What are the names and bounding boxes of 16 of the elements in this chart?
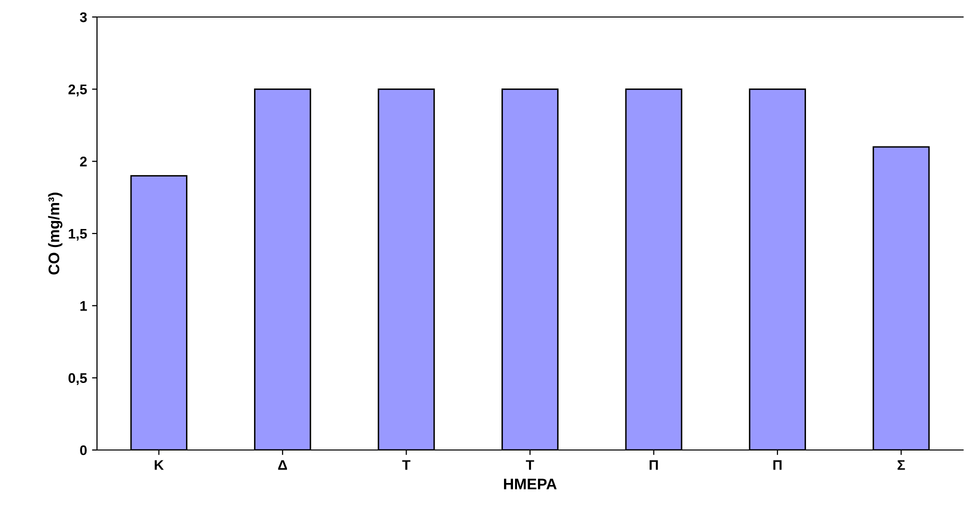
y-tick-label: 1	[80, 301, 87, 311]
y-tick-label: 2,5	[68, 84, 87, 96]
y-tick-label: 0,5	[68, 373, 87, 386]
x-tick-label: Τ	[526, 460, 534, 470]
x-axis-title: ΗΜΕΡΑ	[504, 478, 557, 490]
y-tick-label: 2	[80, 156, 87, 166]
x-tick-label: Τ	[402, 460, 410, 470]
x-tick-label: Δ	[278, 460, 287, 470]
y-tick-label: 1,5	[68, 228, 87, 241]
y-tick-label: 0	[80, 445, 87, 456]
x-tick-label: Π	[650, 460, 658, 470]
x-tick-label: Π	[773, 460, 782, 470]
y-tick-label: 3	[80, 12, 87, 22]
y-axis-title: CO (mg/m³)	[48, 192, 62, 274]
x-tick-label: Σ	[898, 460, 905, 470]
x-tick-label: Κ	[154, 460, 164, 470]
